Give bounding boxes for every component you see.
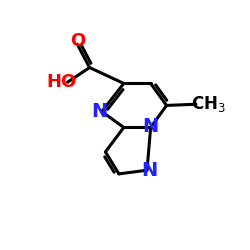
Text: N: N <box>141 161 158 180</box>
Text: CH$_3$: CH$_3$ <box>191 94 226 114</box>
Text: HO: HO <box>46 73 76 91</box>
Text: O: O <box>70 32 85 50</box>
Text: N: N <box>91 102 108 121</box>
Text: N: N <box>142 117 159 136</box>
